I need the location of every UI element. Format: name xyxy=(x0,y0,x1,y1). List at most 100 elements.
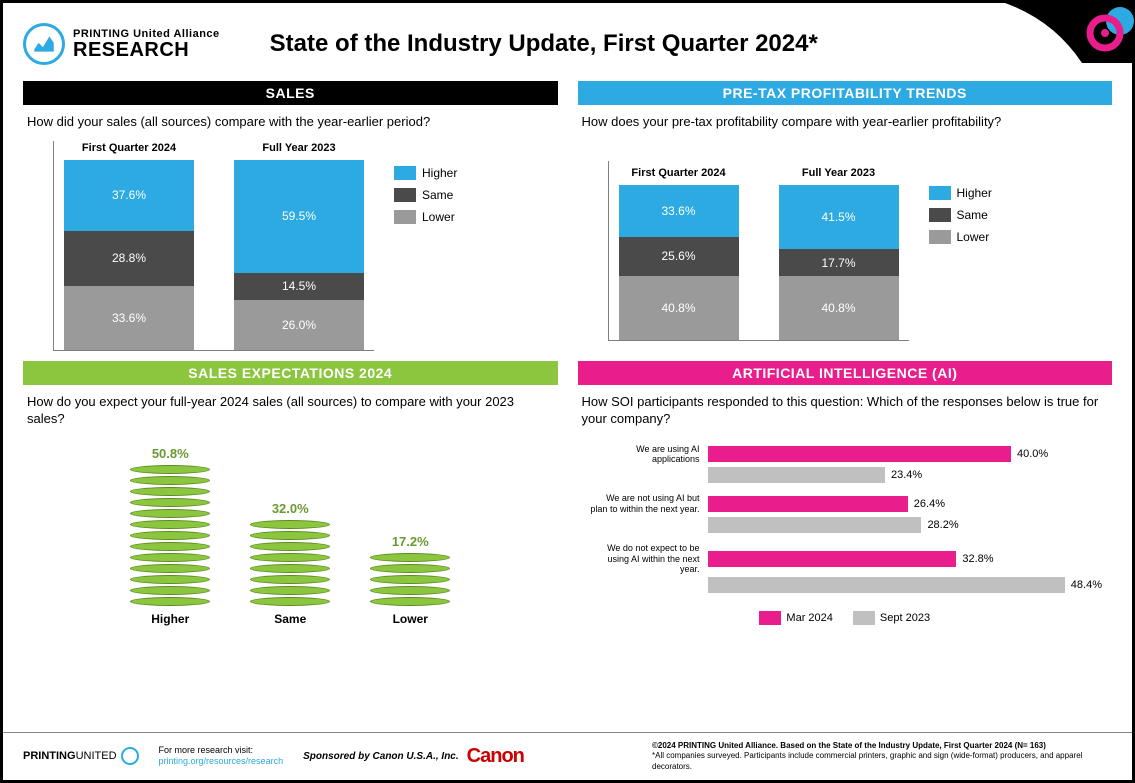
coin-icon xyxy=(130,476,210,485)
profit-chart: First Quarter 202433.6%25.6%40.8%Full Ye… xyxy=(578,161,1113,341)
coin-icon xyxy=(250,564,330,573)
coin-icon xyxy=(370,564,450,573)
coin-icon xyxy=(130,487,210,496)
coin-icon xyxy=(130,597,210,606)
bar-column: Full Year 2023 41.5%17.7%40.8% xyxy=(779,167,899,340)
coin-icon xyxy=(130,564,210,573)
logo-upper-text: PRINTING United Alliance xyxy=(73,29,220,40)
bar-column: First Quarter 2024 37.6%28.8%33.6% xyxy=(64,142,194,350)
legend-lower: Lower xyxy=(957,230,990,244)
hbar-track: 23.4% xyxy=(708,467,1103,483)
hbar-row: 28.2% xyxy=(588,517,1103,533)
coin-column: 32.0%Same xyxy=(250,501,330,626)
hbar-track: 26.4% xyxy=(708,496,1103,512)
expect-chart: 50.8% Higher 32.0%Same 17.2% Lower xyxy=(23,438,558,626)
coin-label: Higher xyxy=(151,612,189,626)
hbar-sept2023 xyxy=(708,467,886,483)
ai-panel: ARTIFICIAL INTELLIGENCE (AI) How SOI par… xyxy=(578,361,1113,626)
sales-legend: Higher Same Lower xyxy=(394,166,457,224)
bar-segment-same: 28.8% xyxy=(64,231,194,286)
visit-label: For more research visit: xyxy=(159,745,284,757)
copyright-line: ©2024 PRINTING United Alliance. Based on… xyxy=(652,741,1112,751)
hbar-track: 40.0% xyxy=(708,446,1103,462)
expect-question: How do you expect your full-year 2024 sa… xyxy=(23,385,558,438)
bar-segment-higher: 33.6% xyxy=(619,185,739,237)
ai-question: How SOI participants responded to this q… xyxy=(578,385,1113,438)
hbar-row: 23.4% xyxy=(588,467,1103,483)
stacked-bar: 37.6%28.8%33.6% xyxy=(64,160,194,350)
logo-icon xyxy=(23,23,65,65)
hbar-mar2024 xyxy=(708,446,1011,462)
hbar-value: 40.0% xyxy=(1017,448,1048,460)
footer-visit: For more research visit: printing.org/re… xyxy=(159,745,284,768)
coin-icon xyxy=(370,597,450,606)
coin-value: 17.2% xyxy=(392,534,429,549)
coin-icon xyxy=(250,597,330,606)
bar-label: First Quarter 2024 xyxy=(631,167,725,179)
coin-icon xyxy=(130,509,210,518)
coin-icon xyxy=(130,542,210,551)
hbar-sept2023 xyxy=(708,517,922,533)
hbar-value: 23.4% xyxy=(891,469,922,481)
ai-legend: Mar 2024 Sept 2023 xyxy=(578,611,1113,625)
bar-column: Full Year 2023 59.5%14.5%26.0% xyxy=(234,142,364,350)
logo-lower-text: RESEARCH xyxy=(73,40,220,60)
header: PRINTING United Alliance RESEARCH State … xyxy=(3,3,1132,81)
coin-icon xyxy=(130,575,210,584)
hbar-label: We are using AI applications xyxy=(588,444,708,466)
hbar-row: We are not using AI but plan to within t… xyxy=(588,493,1103,515)
footnote: *All companies surveyed. Participants in… xyxy=(652,751,1112,772)
content-grid: SALES How did your sales (all sources) c… xyxy=(3,81,1132,636)
bar-label: First Quarter 2024 xyxy=(82,142,176,154)
coin-stack xyxy=(250,520,330,606)
sales-question: How did your sales (all sources) compare… xyxy=(23,105,558,141)
coin-column: 50.8% Higher xyxy=(130,446,210,626)
hbar-group: We do not expect to be using AI within t… xyxy=(588,543,1103,593)
legend-same: Same xyxy=(422,188,453,202)
expect-header: SALES EXPECTATIONS 2024 xyxy=(23,361,558,385)
ai-legend-mar: Mar 2024 xyxy=(786,612,832,624)
footer-copyright: ©2024 PRINTING United Alliance. Based on… xyxy=(652,741,1112,772)
coin-label: Lower xyxy=(393,612,428,626)
hbar-track: 28.2% xyxy=(708,517,1103,533)
hbar-sept2023 xyxy=(708,577,1065,593)
bar-segment-higher: 41.5% xyxy=(779,185,899,249)
hbar-label xyxy=(588,580,708,591)
hbar-value: 26.4% xyxy=(914,498,945,510)
hbar-label: We are not using AI but plan to within t… xyxy=(588,493,708,515)
bar-segment-lower: 33.6% xyxy=(64,286,194,350)
hbar-group: We are using AI applications 40.0% 23.4% xyxy=(588,444,1103,484)
legend-higher: Higher xyxy=(957,186,992,200)
bar-segment-lower: 40.8% xyxy=(779,276,899,339)
expect-panel: SALES EXPECTATIONS 2024 How do you expec… xyxy=(23,361,558,626)
coin-icon xyxy=(130,465,210,474)
hbar-value: 32.8% xyxy=(962,553,993,565)
hbar-label: We do not expect to be using AI within t… xyxy=(588,543,708,575)
footer-sponsor: Sponsored by Canon U.S.A., Inc. Canon xyxy=(303,745,524,768)
coin-icon xyxy=(250,575,330,584)
sales-panel: SALES How did your sales (all sources) c… xyxy=(23,81,558,351)
legend-higher: Higher xyxy=(422,166,457,180)
hbar-row: We are using AI applications 40.0% xyxy=(588,444,1103,466)
coin-value: 32.0% xyxy=(272,501,309,516)
stacked-bar: 41.5%17.7%40.8% xyxy=(779,185,899,340)
coin-value: 50.8% xyxy=(152,446,189,461)
coin-icon xyxy=(130,531,210,540)
hbar-label xyxy=(588,470,708,481)
hbar-row: 48.4% xyxy=(588,577,1103,593)
footer-logo-icon xyxy=(121,747,139,765)
footer-logo: PRINTINGUNITED xyxy=(23,747,139,765)
stacked-bar: 59.5%14.5%26.0% xyxy=(234,160,364,350)
visit-link[interactable]: printing.org/resources/research xyxy=(159,756,284,768)
coin-icon xyxy=(250,553,330,562)
bar-segment-lower: 26.0% xyxy=(234,300,364,349)
bar-column: First Quarter 202433.6%25.6%40.8% xyxy=(619,167,739,340)
bar-segment-same: 14.5% xyxy=(234,273,364,301)
bar-label: Full Year 2023 xyxy=(802,167,875,179)
sales-header: SALES xyxy=(23,81,558,105)
hbar-row: We do not expect to be using AI within t… xyxy=(588,543,1103,575)
sponsor-text: Sponsored by Canon U.S.A., Inc. xyxy=(303,751,459,762)
bar-label: Full Year 2023 xyxy=(262,142,335,154)
hbar-group: We are not using AI but plan to within t… xyxy=(588,493,1103,533)
coin-stack xyxy=(370,553,450,606)
